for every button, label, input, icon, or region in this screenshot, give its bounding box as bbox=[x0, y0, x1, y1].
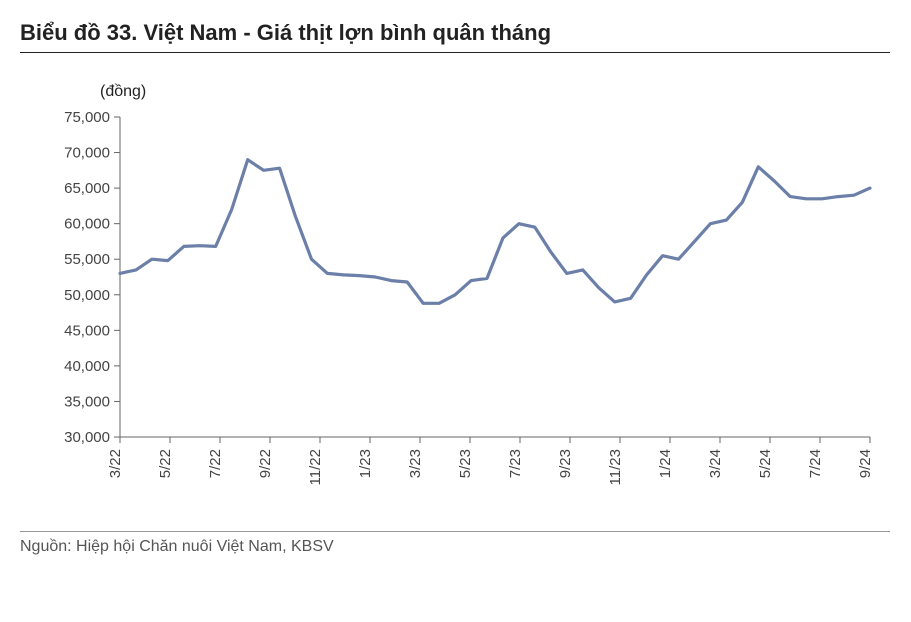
svg-text:11/22: 11/22 bbox=[307, 449, 324, 485]
svg-text:35,000: 35,000 bbox=[64, 393, 110, 410]
svg-text:3/23: 3/23 bbox=[407, 449, 424, 478]
svg-text:9/24: 9/24 bbox=[857, 449, 874, 478]
svg-text:9/22: 9/22 bbox=[257, 449, 274, 478]
unit-label: (đồng) bbox=[100, 83, 891, 101]
svg-text:45,000: 45,000 bbox=[64, 322, 110, 339]
svg-text:7/23: 7/23 bbox=[507, 449, 524, 478]
svg-text:9/23: 9/23 bbox=[557, 449, 574, 478]
svg-text:30,000: 30,000 bbox=[64, 429, 110, 446]
svg-text:5/22: 5/22 bbox=[157, 449, 174, 478]
svg-text:3/22: 3/22 bbox=[107, 449, 124, 478]
svg-text:7/22: 7/22 bbox=[207, 449, 224, 478]
source-note: Nguồn: Hiệp hội Chăn nuôi Việt Nam, KBSV bbox=[20, 531, 890, 556]
svg-text:50,000: 50,000 bbox=[64, 287, 110, 304]
svg-text:5/24: 5/24 bbox=[757, 449, 774, 478]
svg-text:7/24: 7/24 bbox=[807, 449, 824, 478]
svg-text:3/24: 3/24 bbox=[707, 449, 724, 478]
svg-text:65,000: 65,000 bbox=[64, 180, 110, 197]
svg-text:11/23: 11/23 bbox=[607, 449, 624, 485]
svg-text:5/23: 5/23 bbox=[457, 449, 474, 478]
chart-title: Biểu đồ 33. Việt Nam - Giá thịt lợn bình… bbox=[20, 20, 890, 53]
svg-text:60,000: 60,000 bbox=[64, 216, 110, 233]
svg-text:40,000: 40,000 bbox=[64, 358, 110, 375]
svg-text:70,000: 70,000 bbox=[64, 145, 110, 162]
svg-text:55,000: 55,000 bbox=[64, 251, 110, 268]
svg-text:75,000: 75,000 bbox=[64, 109, 110, 126]
chart-svg: 30,000 35,000 40,000 45,000 50,000 55,000 60,0… bbox=[20, 107, 890, 527]
svg-text:1/24: 1/24 bbox=[657, 449, 674, 478]
line-chart: 30,000 35,000 40,000 45,000 50,000 55,000 60,0… bbox=[20, 107, 890, 527]
svg-text:1/23: 1/23 bbox=[357, 449, 374, 478]
